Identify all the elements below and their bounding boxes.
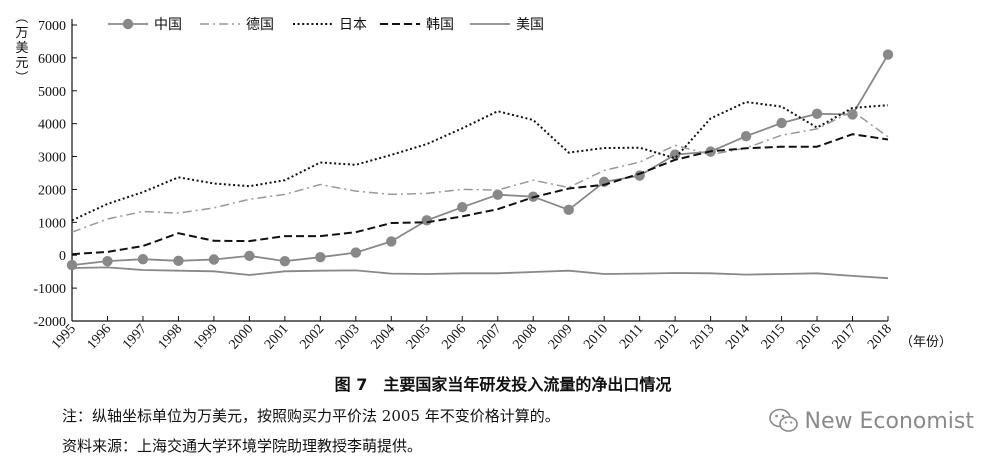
- y-axis-label-char: 万: [15, 26, 28, 41]
- x-tick-label: 2003: [333, 322, 363, 353]
- data-point: [740, 130, 752, 142]
- x-tick-label: 2012: [652, 322, 682, 353]
- y-tick-label: -1000: [33, 282, 66, 297]
- y-ticks: -2000 -1000 0 1000 2000 3000 4000 5000 6000 7000: [33, 19, 77, 330]
- y-tick-label: -2000: [33, 315, 66, 330]
- wechat-logo-icon: [768, 408, 799, 434]
- data-point: [279, 255, 291, 267]
- x-tick-label: 2014: [723, 322, 753, 353]
- data-point: [102, 255, 113, 267]
- y-tick-label: 2000: [38, 183, 66, 198]
- legend-label: 日本: [339, 17, 367, 33]
- data-point: [315, 251, 326, 263]
- series-line-2: [71, 101, 889, 222]
- chart: -2000-100001000200030004000500060007000 …: [13, 10, 952, 353]
- y-tick-label: 7000: [38, 19, 66, 34]
- series-line-4: [71, 266, 889, 280]
- data-point: [776, 117, 787, 129]
- legend-label: 韩国: [426, 17, 454, 33]
- y-axis-label: （ 万美元）: [13, 10, 29, 83]
- x-tick-label: 1999: [191, 322, 221, 353]
- watermark: New Economist: [768, 408, 974, 434]
- y-axis-label-char: 美: [15, 41, 28, 56]
- data-point: [137, 253, 149, 265]
- legend-label: 美国: [516, 17, 544, 33]
- x-tick-label: 2004: [368, 322, 398, 353]
- data-point: [669, 149, 681, 160]
- x-tick-label: 2017: [830, 322, 860, 353]
- x-tick-label: 2008: [510, 322, 540, 353]
- series-line-0: [71, 54, 889, 266]
- x-tick-label: 1996: [85, 322, 115, 353]
- data-point: [457, 202, 468, 213]
- x-tick-label: 2010: [581, 322, 611, 353]
- legend-label: 德国: [246, 17, 274, 33]
- legend-marker: [122, 18, 134, 30]
- data-point: [350, 247, 362, 258]
- x-tick-label: 2006: [439, 322, 469, 353]
- y-tick-label: 4000: [38, 118, 66, 133]
- data-point: [386, 236, 397, 247]
- y-tick-label: 0: [59, 249, 66, 264]
- x-tick-label: 2013: [688, 322, 718, 353]
- x-tick-label: 2001: [262, 322, 292, 353]
- x-tick-label: 1997: [120, 322, 150, 353]
- legend-label: 中国: [154, 17, 182, 33]
- x-tick-label: 2007: [475, 322, 505, 353]
- data-point: [882, 49, 894, 60]
- y-axis-label-char: 元: [15, 56, 28, 71]
- series-line-1: [71, 110, 889, 233]
- x-tick-label: 2009: [546, 322, 576, 353]
- x-tick-label: 2011: [617, 322, 647, 352]
- x-tick-label: 2005: [404, 322, 434, 353]
- x-tick-label: 1998: [156, 322, 186, 353]
- figure-note: 注：纵轴坐标单位为万美元，按照购买力平价法 2005 年不变价格计算的。: [62, 407, 560, 425]
- data-point: [492, 189, 503, 200]
- data-point: [244, 250, 255, 262]
- x-tick-label: 2015: [759, 322, 789, 353]
- x-tick-label: 2002: [297, 322, 327, 353]
- data-point: [421, 215, 432, 226]
- data-point: [208, 254, 220, 265]
- watermark-text: New Economist: [804, 408, 974, 434]
- series-lines: [66, 49, 894, 280]
- x-tick-label: 2018: [865, 322, 895, 353]
- y-tick-label: 5000: [38, 85, 66, 100]
- data-point: [811, 108, 823, 120]
- x-axis-unit-label: （年份）: [900, 335, 952, 350]
- figure-source: 资料来源：上海交通大学环境学院助理教授李萌提供。: [62, 437, 423, 455]
- y-axis-label-char: （: [13, 10, 28, 23]
- figure-caption: 图 7 主要国家当年研发投入流量的净出口情况: [334, 375, 672, 394]
- x-tick-label: 2016: [794, 322, 824, 353]
- y-axis-label-char: ）: [13, 70, 28, 83]
- data-point: [173, 255, 184, 267]
- data-point: [563, 204, 574, 216]
- x-tick-label: 2000: [226, 322, 256, 353]
- y-tick-label: 1000: [38, 216, 66, 231]
- y-tick-label: 3000: [38, 151, 66, 166]
- axes: [71, 19, 888, 322]
- legend: 中国 德国 日本 韩国 美国: [108, 17, 544, 33]
- y-tick-label: 6000: [38, 52, 66, 67]
- series-line-3: [71, 133, 889, 256]
